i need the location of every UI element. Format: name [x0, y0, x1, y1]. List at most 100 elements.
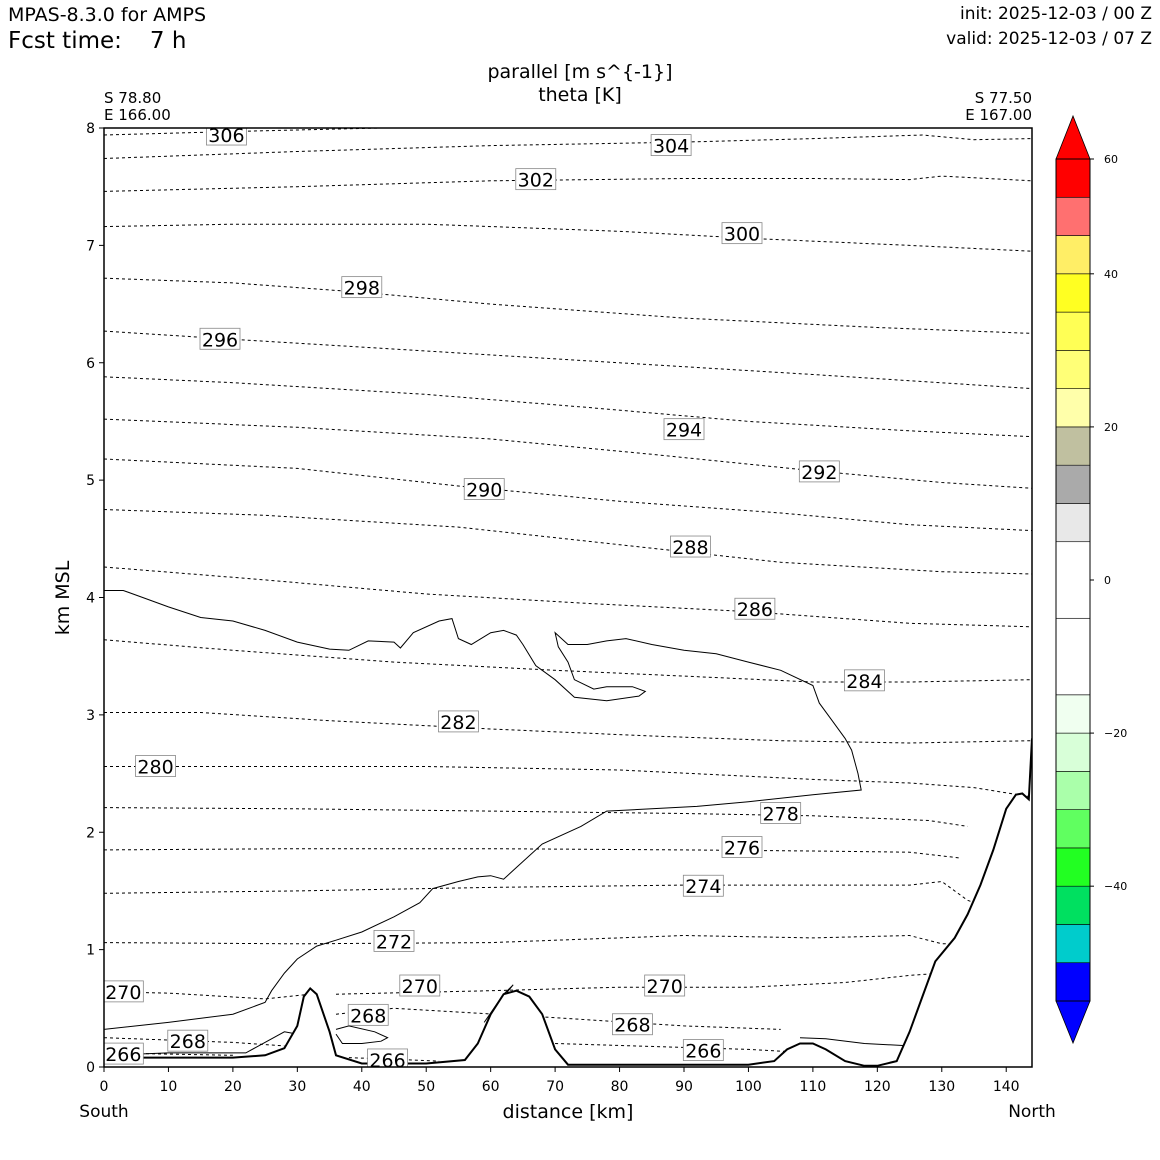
contour-label-box: [721, 836, 763, 858]
theta-contour-296: [104, 330, 1032, 390]
theta-contour-284: [104, 639, 1032, 683]
contour-label-276: 276: [721, 836, 763, 860]
wind-contour-3: [104, 1031, 298, 1056]
x-tick-label: 0: [100, 1079, 109, 1095]
contour-label-text: 272: [376, 931, 412, 953]
theta-contour-274: [104, 880, 981, 906]
y-tick-label: 5: [86, 473, 95, 489]
right-endpoint-lat: S 77.50: [975, 89, 1032, 107]
contour-label-box: [463, 478, 505, 500]
contour-label-box: [670, 535, 711, 558]
contour-label-298: 298: [341, 276, 383, 300]
y-tick-label: 6: [86, 356, 95, 372]
colorbar-bin: [1055, 694, 1091, 734]
left-direction-label: South: [79, 1102, 128, 1122]
contour-label-text: 300: [724, 224, 760, 246]
theta-contour-278: [104, 807, 968, 827]
theta-contour-292: [104, 418, 1032, 489]
x-tick-label: 110: [800, 1079, 827, 1095]
x-tick-label: 70: [546, 1079, 564, 1095]
valid-time: valid: 2025-12-03 / 07 Z: [946, 29, 1152, 49]
contour-label-294: 294: [663, 418, 705, 442]
contour-label-box: [167, 1029, 209, 1052]
contour-label-266: 266: [682, 1039, 724, 1063]
y-tick-label: 8: [86, 121, 95, 137]
fcst-label: Fcst time:: [8, 28, 122, 54]
terrain-line: [104, 738, 1032, 1067]
contour-label-text: 304: [653, 136, 689, 158]
colorbar-tick-label: 60: [1104, 153, 1118, 166]
contour-label-box: [760, 802, 802, 824]
theta-contour-280: [104, 766, 1032, 798]
x-tick-label: 120: [864, 1079, 891, 1095]
colorbar-bin: [1055, 388, 1091, 428]
x-axis-label: distance [km]: [503, 1101, 634, 1123]
contour-label-text: 270: [402, 976, 438, 998]
colorbar-bin: [1055, 311, 1091, 351]
contour-label-box: [734, 597, 776, 620]
contour-label-text: 268: [350, 1005, 386, 1027]
y-tick-label: 0: [86, 1060, 95, 1076]
colorbar-tick-label: −40: [1104, 880, 1127, 893]
contour-label-292: 292: [798, 460, 840, 484]
forecast-time: Fcst time: 7 h: [8, 28, 186, 54]
contour-label-text: 280: [137, 757, 173, 779]
contour-label-box: [438, 710, 479, 733]
theta-contour-294: [104, 376, 1032, 438]
x-tick-label: 140: [993, 1079, 1020, 1095]
colorbar-bin: [1055, 771, 1091, 810]
contour-label-282: 282: [438, 710, 479, 734]
plot-frame: [103, 127, 1033, 1068]
x-tick-label: 100: [735, 1079, 762, 1095]
colorbar-bin: [1055, 924, 1091, 964]
contour-label-268: 268: [347, 1003, 389, 1027]
contour-label-box: [682, 874, 724, 897]
colorbar: −40 −20 0 20 40 60: [1055, 114, 1127, 1045]
theta-contour-282: [104, 712, 1032, 744]
wind-contour-0: [104, 590, 862, 1030]
contour-label-284: 284: [844, 669, 885, 693]
colorbar-bin: [1055, 847, 1091, 887]
colorbar-bin: [1055, 426, 1091, 466]
colorbar-bin: [1055, 464, 1091, 504]
contour-label-text: 266: [369, 1050, 405, 1072]
contour-label-text: 274: [685, 876, 721, 898]
contour-label-box: [373, 930, 415, 952]
theta-contour-268: [335, 1007, 781, 1030]
contour-label-text: 266: [685, 1041, 721, 1063]
plot-area: 306 304 302 300 298 296 294 292 290 288 286 284 282 2…: [104, 125, 1032, 1072]
y-tick-label: 1: [86, 943, 95, 959]
y-tick-label: 3: [86, 708, 95, 724]
colorbar-tick-label: −20: [1104, 727, 1127, 740]
theta-contour-288: [104, 509, 1032, 575]
contour-label-288: 288: [670, 535, 711, 559]
contour-label-box: [682, 1039, 724, 1061]
contour-label-268: 268: [612, 1013, 653, 1037]
theta-contour-272: [104, 934, 994, 945]
x-tick-label: 10: [160, 1079, 178, 1095]
x-tick-label: 40: [353, 1079, 371, 1095]
x-tick-label: 130: [928, 1079, 955, 1095]
axes: 0 10 20 30 40 50 60 70 80 90 100 110 120 130 140 0 1 2 3 4 5…: [86, 121, 1033, 1095]
contour-label-268: 268: [167, 1029, 209, 1053]
right-endpoint-lon: E 167.00: [965, 106, 1032, 124]
right-direction-label: North: [1008, 1102, 1056, 1122]
contour-label-text: 292: [801, 462, 837, 484]
contour-label-text: 266: [105, 1044, 141, 1066]
contour-label-text: 306: [208, 125, 244, 147]
contour-label-box: [663, 418, 705, 441]
contour-label-text: 298: [344, 278, 380, 300]
x-tick-label: 20: [224, 1079, 242, 1095]
colorbar-under-arrow: [1055, 1000, 1091, 1045]
wind-contour-2: [335, 1025, 389, 1044]
x-tick-label: 50: [417, 1079, 435, 1095]
colorbar-bin: [1055, 503, 1091, 543]
contour-label-text: 270: [105, 982, 141, 1004]
contour-label-box: [347, 1003, 389, 1026]
left-endpoint-lat: S 78.80: [104, 89, 161, 107]
contour-label-280: 280: [135, 755, 176, 779]
contour-label-270: 270: [104, 980, 144, 1004]
colorbar-bin: [1055, 962, 1091, 1002]
contour-label-272: 272: [373, 930, 415, 953]
